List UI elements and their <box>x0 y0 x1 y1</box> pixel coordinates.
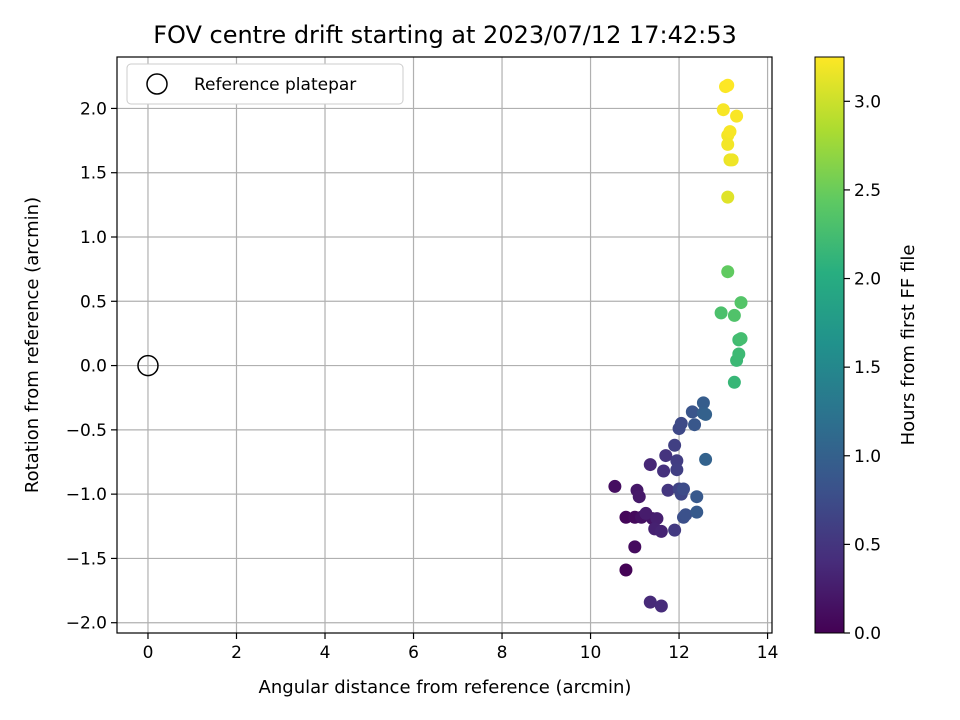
x-tick-label: 10 <box>580 643 602 663</box>
data-point <box>668 438 682 452</box>
colorbar-tick-label: 0.5 <box>854 535 881 555</box>
y-tick-label: 0.5 <box>80 292 107 312</box>
data-point <box>619 563 633 577</box>
colorbar-tick-label: 2.0 <box>854 270 881 290</box>
data-points <box>608 78 748 613</box>
legend-box <box>126 63 404 105</box>
x-tick-label: 14 <box>757 643 779 663</box>
x-tick-label: 8 <box>497 643 508 663</box>
data-point <box>685 405 699 419</box>
data-point <box>734 332 748 346</box>
data-point <box>732 347 746 361</box>
y-tick-label: −0.5 <box>66 421 107 441</box>
x-tick-label: 12 <box>668 643 690 663</box>
y-tick-label: −2.0 <box>66 614 107 634</box>
reference-platepar-marker <box>137 354 159 377</box>
data-point <box>725 153 739 167</box>
data-point <box>639 506 653 520</box>
data-point <box>608 479 622 493</box>
data-point <box>679 508 693 522</box>
data-point <box>643 595 657 609</box>
data-point <box>696 396 710 410</box>
data-point <box>716 103 730 117</box>
data-point <box>688 418 702 432</box>
colorbar-label: Hours from first FF file <box>898 245 919 446</box>
data-point <box>727 308 741 322</box>
data-point <box>721 137 735 151</box>
data-point <box>730 109 744 123</box>
x-tick-label: 4 <box>320 643 331 663</box>
y-axis-label: Rotation from reference (arcmin) <box>22 197 43 493</box>
data-point <box>668 523 682 537</box>
y-tick-label: 1.5 <box>80 164 107 184</box>
chart-title: FOV centre drift starting at 2023/07/12 … <box>153 21 737 49</box>
data-point <box>690 505 704 519</box>
x-tick-label: 0 <box>143 643 154 663</box>
data-point <box>643 458 657 472</box>
x-tick-label: 2 <box>231 643 242 663</box>
data-point <box>661 483 675 497</box>
colorbar-tick-label: 2.5 <box>854 181 881 201</box>
data-point <box>714 306 728 320</box>
data-point <box>670 454 684 468</box>
data-point <box>727 375 741 389</box>
colorbar-tick-label: 3.0 <box>854 92 881 112</box>
legend-label: Reference platepar <box>194 75 356 95</box>
colorbar-tick-label: 1.5 <box>854 358 881 378</box>
data-point <box>659 449 673 463</box>
data-point <box>654 599 668 613</box>
data-point <box>676 482 690 496</box>
colorbar-ticks: 0.0 0.5 1.0 1.5 2.0 2.5 3.0 <box>844 92 881 644</box>
y-tick-label: −1.5 <box>66 549 107 569</box>
y-tick-label: 0.0 <box>80 357 107 377</box>
colorbar-tick-label: 1.0 <box>854 447 881 467</box>
axis-ticks: 0 2 4 6 8 10 12 14 −2.0 −1.5 −1.0 −0.5 0.0 0.5 1.0 1.5 2… <box>66 99 779 663</box>
data-point <box>632 490 646 504</box>
x-axis-label: Angular distance from reference (arcmin) <box>259 677 632 698</box>
data-point <box>721 78 735 92</box>
data-point <box>674 416 688 430</box>
y-tick-label: −1.0 <box>66 485 107 505</box>
data-point <box>650 512 664 526</box>
colorbar-tick-label: 0.0 <box>854 624 881 644</box>
data-point <box>699 452 713 466</box>
data-point <box>721 190 735 204</box>
colorbar-gradient <box>814 56 845 634</box>
data-point <box>690 490 704 504</box>
data-point <box>628 540 642 554</box>
data-point <box>699 407 713 421</box>
data-point <box>670 463 684 477</box>
legend: Reference platepar <box>126 63 404 105</box>
data-point <box>654 524 668 538</box>
grid-lines <box>117 57 772 633</box>
data-point <box>657 464 671 478</box>
y-tick-label: 2.0 <box>80 99 107 119</box>
data-point <box>734 296 748 310</box>
colorbar: 0.0 0.5 1.0 1.5 2.0 2.5 3.0 Hours from first F… <box>814 56 919 644</box>
data-point <box>721 265 735 279</box>
legend-reference-marker <box>146 73 168 95</box>
data-point <box>723 125 737 139</box>
x-tick-label: 6 <box>408 643 419 663</box>
plot-frame <box>116 56 773 634</box>
y-tick-label: 1.0 <box>80 228 107 248</box>
